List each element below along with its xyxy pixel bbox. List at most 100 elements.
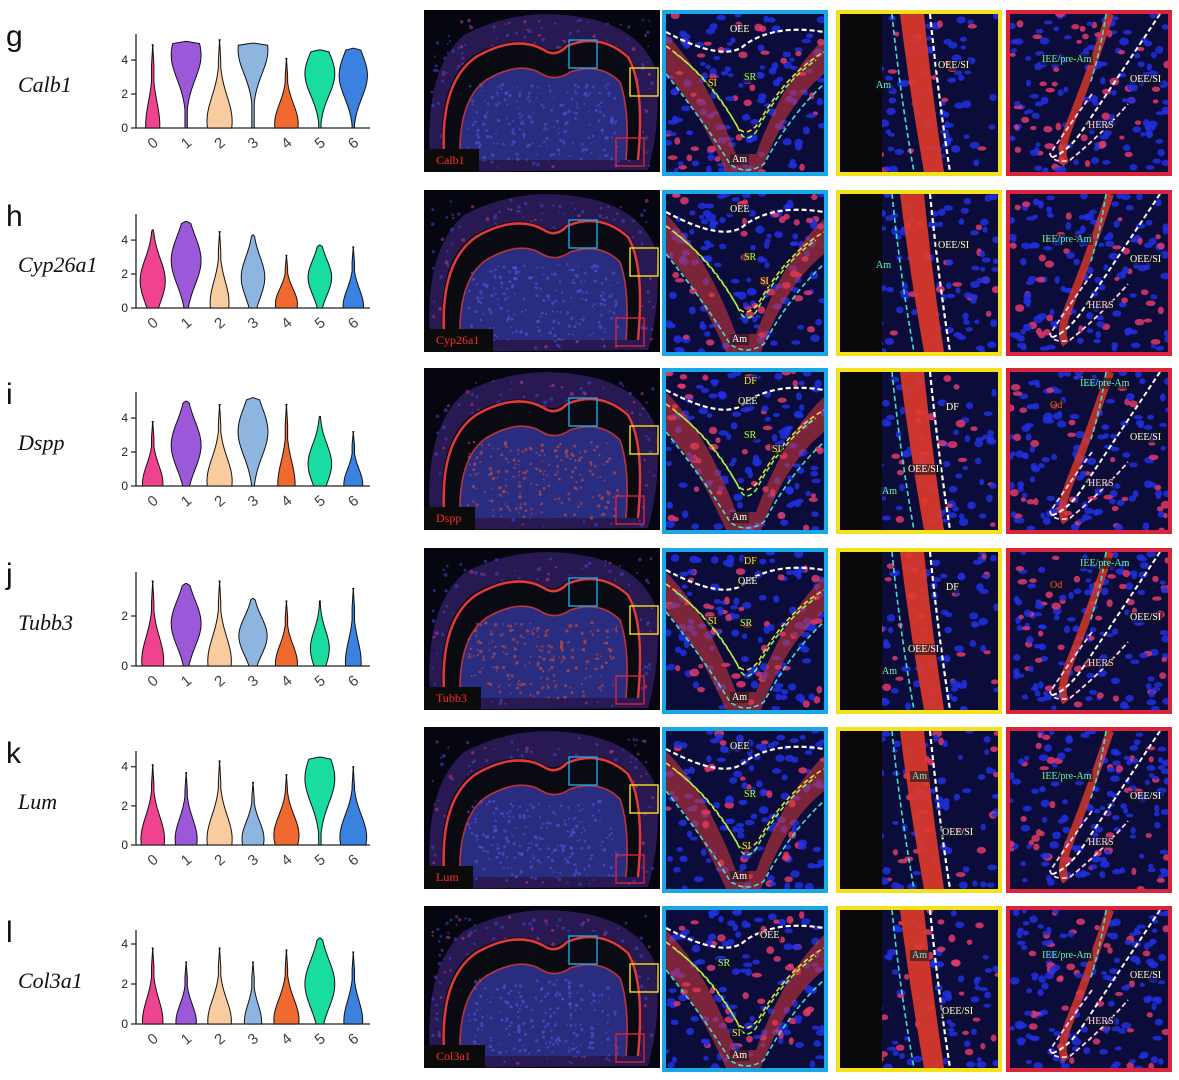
region-label: SR (742, 789, 759, 800)
x-tick-label: 4 (278, 492, 295, 510)
x-tick-label: 3 (245, 851, 262, 869)
x-tick-label: 5 (312, 134, 329, 152)
region-label: SI (706, 78, 719, 89)
zoom-panel-red: IEE/pre-Am OEE/SI HERS (1006, 727, 1172, 893)
x-tick-label: 3 (245, 672, 262, 690)
region-label: OEE (736, 576, 760, 587)
region-label: IEE/pre-Am (1040, 54, 1094, 65)
region-label: OEE/SI (940, 1006, 976, 1017)
x-tick-label: 0 (144, 134, 161, 152)
red-roi-box (615, 854, 645, 884)
region-label: SR (738, 618, 755, 629)
region-label: DF (944, 402, 961, 413)
region-label: OEE/SI (936, 240, 972, 251)
violin-cluster-1 (175, 961, 197, 1025)
violin-cluster-0 (142, 947, 164, 1025)
zoom-panel-red: IEE/pre-Am Od OEE/SI HERS (1006, 548, 1172, 714)
violin-cluster-0 (145, 44, 161, 129)
zoom-panel-blue: OEE SR SI Am (662, 906, 828, 1072)
zoom-panel-blue: OEE SR SI Am (662, 190, 828, 356)
region-label: OEE/SI (1128, 612, 1164, 623)
stain-label: Cyp26a1 (424, 329, 494, 352)
x-tick-label: 2 (211, 492, 228, 510)
violin-cluster-1 (170, 400, 202, 487)
x-tick-label: 2 (211, 672, 228, 690)
zoom-panel-yellow: DF OEE/SI Am (836, 368, 1002, 534)
blue-roi-box (568, 219, 598, 249)
x-tick-label: 1 (178, 672, 195, 690)
region-label: Am (730, 871, 749, 882)
region-label: OEE/SI (1128, 432, 1164, 443)
region-label: Od (1048, 400, 1065, 411)
x-tick-label: 1 (178, 1030, 195, 1048)
violin-cluster-1 (170, 220, 202, 309)
blue-roi-box (568, 39, 598, 69)
region-label: SI (740, 841, 753, 852)
x-tick-label: 0 (144, 1030, 161, 1048)
region-label: OEE/SI (936, 60, 972, 71)
yellow-roi-box (629, 247, 659, 277)
region-label: IEE/pre-Am (1040, 234, 1094, 245)
region-label: OEE/SI (1128, 74, 1164, 85)
y-tick-label: 2 (121, 609, 128, 623)
gene-name: Cyp26a1 (18, 252, 98, 277)
zoom-panel-blue: DF OEE SR SI Am (662, 368, 828, 534)
blue-roi-box (568, 756, 598, 786)
panel-letter: l (6, 916, 13, 949)
violin-cluster-2 (206, 39, 233, 129)
violin-cluster-1 (170, 583, 202, 667)
violin-cluster-2 (206, 760, 233, 846)
region-label: OEE/SI (940, 827, 976, 838)
x-tick-label: 1 (178, 134, 195, 152)
region-label: Am (910, 950, 929, 961)
region-label: Am (880, 666, 899, 677)
gene-name: Tubb3 (18, 610, 74, 635)
y-tick-label: 4 (121, 233, 128, 247)
violin-cluster-4 (277, 403, 296, 487)
region-label: HERS (1086, 1016, 1116, 1027)
region-label: Am (730, 334, 749, 345)
region-label: OEE/SI (906, 464, 942, 475)
violin-cluster-1 (174, 772, 198, 846)
yellow-roi-box (629, 784, 659, 814)
region-label: Am (910, 771, 929, 782)
zoom-panel-yellow: DF OEE/SI Am (836, 548, 1002, 714)
violin-cluster-6 (343, 951, 364, 1025)
x-tick-label: 4 (278, 851, 295, 869)
y-tick-label: 4 (121, 937, 128, 951)
zoom-panel-yellow: Am OEE/SI (836, 727, 1002, 893)
x-tick-label: 6 (345, 1030, 362, 1048)
yellow-roi-box (629, 425, 659, 455)
violin-cluster-0 (142, 420, 164, 487)
violin-cluster-2 (206, 403, 233, 487)
region-label: IEE/pre-Am (1040, 771, 1094, 782)
yellow-roi-box (629, 67, 659, 97)
region-label: OEE/SI (906, 644, 942, 655)
region-label: OEE (736, 396, 760, 407)
region-label: SI (770, 444, 783, 455)
region-label: OEE/SI (1128, 970, 1164, 981)
violin-cluster-3 (238, 598, 268, 667)
region-label: HERS (1086, 120, 1116, 131)
y-tick-label: 4 (121, 53, 128, 67)
y-tick-label: 2 (121, 799, 128, 813)
x-tick-label: 0 (144, 851, 161, 869)
violin-cluster-0 (141, 580, 165, 667)
y-tick-label: 0 (121, 301, 128, 315)
violin-cluster-4 (274, 600, 298, 667)
violin-cluster-3 (243, 961, 263, 1025)
violin-cluster-4 (273, 949, 300, 1025)
region-label: SR (716, 958, 733, 969)
violin-cluster-6 (338, 47, 368, 129)
stain-label: Tubb3 (424, 687, 481, 710)
zoom-panel-red: IEE/pre-Am OEE/SI HERS (1006, 906, 1172, 1072)
violin-cluster-5 (307, 415, 333, 487)
violin-cluster-4 (274, 57, 299, 129)
region-label: OEE (728, 204, 752, 215)
y-tick-label: 2 (121, 267, 128, 281)
region-label: SI (730, 1028, 743, 1039)
region-label: SR (742, 72, 759, 83)
